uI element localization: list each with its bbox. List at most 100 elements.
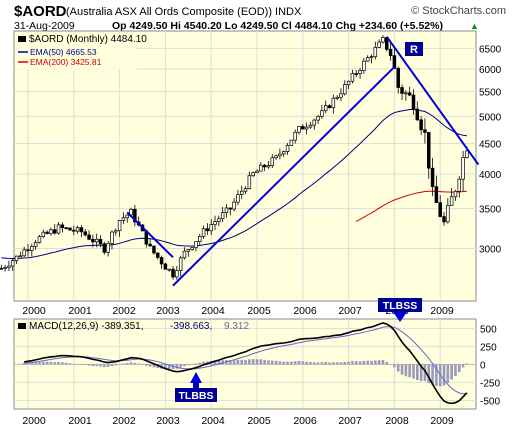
ema50-path — [1, 109, 467, 260]
candle-body — [117, 220, 122, 232]
candle-body — [308, 124, 313, 128]
macd-hist-bar — [347, 361, 350, 365]
macd-hist-bar — [259, 359, 263, 365]
macd-hist-bar — [167, 364, 171, 370]
macd-hist-bar — [129, 362, 133, 365]
candle-body — [106, 242, 110, 253]
macd-tick-label: 500 — [480, 324, 497, 335]
tlbbs-arrow-icon — [190, 372, 202, 383]
macd-hist-bar — [442, 364, 446, 386]
candle-body — [442, 216, 446, 223]
macd-hist-bar — [370, 360, 373, 365]
trendline — [126, 211, 174, 259]
macd-hist-bar — [446, 364, 450, 383]
year-tick-label: 2007 — [338, 305, 362, 317]
macd-hist-bar — [248, 359, 251, 365]
r-label-box — [405, 42, 423, 56]
trendline — [172, 66, 396, 287]
macd-hist-bar — [202, 361, 205, 365]
price-tick-label: 3500 — [479, 205, 502, 216]
macd-hist-bar — [76, 363, 79, 365]
macd-hist-bar — [217, 360, 221, 365]
candle-body — [430, 167, 435, 188]
macd-hist-bar — [297, 360, 301, 365]
macd-hist-bar — [339, 362, 343, 365]
candle-body — [423, 129, 427, 133]
candle-body — [190, 247, 194, 250]
candle-body — [400, 87, 404, 94]
ema50-line — [1, 109, 467, 260]
macd-hist-bar — [278, 361, 282, 365]
candle-body — [259, 164, 263, 172]
candle-body — [224, 207, 229, 214]
candle-body — [415, 108, 420, 121]
legend-main: $AORD (Monthly) 4484.10 — [29, 34, 147, 45]
macd-hist-bar — [255, 359, 259, 365]
macd-hist-bar — [80, 364, 83, 365]
candle-body — [369, 56, 374, 59]
candle-body — [87, 234, 91, 240]
candle-body — [278, 153, 282, 157]
macd-tick-label: 250 — [480, 342, 497, 353]
macd-hist-bar — [362, 360, 366, 365]
candle-body — [304, 126, 309, 130]
macd-hist-bar — [187, 364, 190, 366]
year-tick-label: 2003 — [156, 305, 180, 317]
candle-body — [396, 68, 400, 88]
chart-name: (Australia ASX All Ords Composite (EOD))… — [66, 6, 302, 18]
macd-hist-bar — [137, 363, 140, 365]
year-tick-label: 2005 — [247, 305, 271, 317]
candle-body — [320, 110, 324, 117]
candle-body — [438, 202, 442, 217]
price-axis: 3000 3500 4000 4500 5000 5500 6000 6500 — [479, 44, 502, 255]
macd-path — [24, 322, 468, 405]
candle-body — [217, 218, 221, 222]
candle-body — [236, 194, 240, 203]
legend-bg — [17, 34, 137, 70]
candle-body — [171, 268, 175, 278]
candle-body — [7, 265, 11, 268]
candle-body — [30, 246, 34, 251]
macd-hist-bar — [145, 364, 148, 366]
macd-hist-bar — [87, 364, 91, 366]
candle-body — [262, 164, 267, 168]
macd-hist-bar — [461, 364, 465, 368]
candle-body — [64, 227, 68, 230]
candle-body — [148, 243, 152, 247]
candle-body — [194, 241, 198, 248]
tlbss-label-box — [378, 298, 422, 312]
macd-hist-bar — [270, 360, 274, 365]
candle-body — [388, 48, 393, 56]
macd-tick-label: -250 — [480, 378, 500, 389]
candle-body — [331, 97, 336, 109]
legend-ema50: EMA(50) 4665.53 — [30, 47, 97, 57]
candle-body — [56, 224, 61, 234]
candle-body — [178, 257, 183, 271]
macd-hist-bar — [125, 363, 129, 365]
trendlines — [126, 36, 480, 287]
year-tick-label: 2009 — [430, 305, 454, 317]
macd-hist-bar — [435, 364, 438, 386]
candle-body — [293, 131, 297, 141]
macd-hist-bar — [457, 364, 461, 373]
macd-hist-bar — [454, 364, 457, 376]
tlbbs-label-box — [175, 388, 217, 402]
macd-hist-bar — [34, 362, 37, 365]
macd-hist-bar — [240, 359, 244, 365]
price-tick-label: 3000 — [479, 245, 502, 256]
price-legend: $AORD (Monthly) 4484.10 EMA(50) 4665.53 … — [17, 34, 147, 70]
candle-body — [209, 224, 213, 232]
macd-hist-bar — [45, 361, 49, 365]
macd-hist-bar — [91, 364, 95, 367]
macd-hist-bar — [244, 359, 247, 365]
macd-hist-bar — [148, 364, 152, 367]
year-axis-bottom: 2000 2001 2002 2003 2004 2005 2006 2007 2008 2009 — [22, 415, 454, 427]
candle-body — [465, 150, 469, 158]
macd-hist-bar — [309, 362, 312, 365]
candle-body — [75, 227, 80, 232]
macd-hist-bar — [305, 361, 308, 365]
candle-body — [289, 139, 294, 146]
candle-body — [98, 238, 103, 245]
price-tick-label: 4000 — [479, 170, 502, 181]
